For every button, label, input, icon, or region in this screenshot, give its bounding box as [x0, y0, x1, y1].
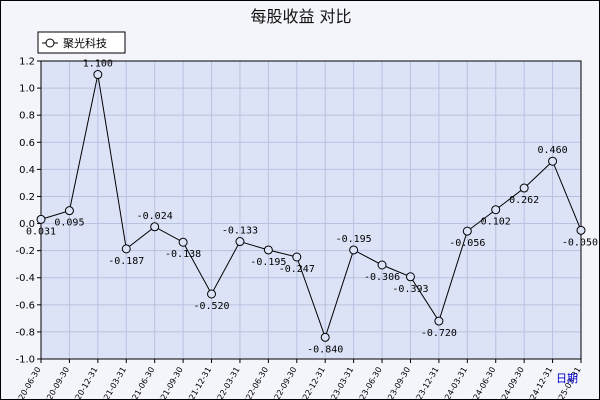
data-label: -0.247 — [279, 264, 315, 275]
y-tick-label: -1.0 — [15, 355, 35, 366]
y-tick-label: -0.4 — [15, 273, 35, 284]
x-tick-label: 2021-06-30 — [125, 366, 156, 400]
data-label: 1.100 — [83, 59, 113, 70]
y-tick-label: -0.2 — [15, 246, 35, 257]
data-point — [462, 226, 472, 236]
x-tick-label: 2020-12-31 — [69, 366, 100, 400]
data-label: -0.393 — [392, 284, 428, 295]
x-tick-label: 2020-09-30 — [40, 366, 71, 400]
x-tick-label: 2022-03-31 — [211, 366, 242, 400]
legend-marker-icon — [45, 38, 55, 48]
x-axis: 2020-06-302020-09-302020-12-312021-03-31… — [12, 359, 583, 399]
y-tick-label: 0.6 — [19, 138, 35, 149]
data-point — [178, 237, 188, 247]
data-point — [235, 237, 245, 247]
data-point — [150, 222, 160, 232]
x-tick-label: 2021-09-30 — [154, 366, 185, 400]
data-label: 0.095 — [54, 218, 84, 229]
x-tick-label: 2021-03-31 — [97, 366, 128, 400]
series-markers — [36, 70, 586, 342]
data-point — [320, 332, 330, 342]
data-point — [292, 252, 302, 262]
x-tick-label: 2023-12-31 — [410, 366, 441, 400]
data-point — [207, 289, 217, 299]
data-label: -0.138 — [165, 249, 201, 260]
data-label: -0.187 — [108, 256, 144, 267]
x-tick-label: 2022-06-30 — [239, 366, 270, 400]
y-tick-label: 1.0 — [19, 84, 35, 95]
data-point — [405, 272, 415, 282]
x-tick-label: 2023-06-30 — [353, 366, 384, 400]
data-label: -0.195 — [336, 234, 372, 245]
data-label: -0.520 — [193, 301, 229, 312]
y-tick-label: 0.2 — [19, 192, 35, 203]
data-point — [576, 225, 586, 235]
data-label: -0.050 — [562, 237, 598, 248]
data-label: 0.102 — [481, 217, 511, 228]
x-tick-label: 2024-09-30 — [495, 366, 526, 400]
y-tick-label: 0.4 — [19, 165, 35, 176]
data-point — [263, 245, 273, 255]
y-axis: 1.2 1.0 0.8 0.6 0.4 0.2 0.0 -0.2 -0.4 -0.6 -0.8 -1.… — [15, 57, 41, 366]
legend: 聚光科技 — [37, 31, 126, 54]
data-point — [377, 260, 387, 270]
y-tick-label: -0.6 — [15, 300, 35, 311]
data-point — [548, 156, 558, 166]
data-label: -0.133 — [222, 226, 258, 237]
data-label: -0.024 — [137, 211, 173, 222]
series-line — [40, 74, 582, 339]
plot-border — [40, 60, 582, 360]
x-axis-label: 日期 — [556, 372, 578, 385]
x-tick-label: 2022-09-30 — [267, 366, 298, 400]
data-point — [434, 316, 444, 326]
data-point — [64, 206, 74, 216]
chart-title: 每股收益 对比 — [250, 7, 351, 26]
data-label: -0.720 — [421, 328, 457, 339]
data-point — [349, 245, 359, 255]
data-point — [36, 214, 46, 224]
legend-entry-label: 聚光科技 — [63, 36, 107, 50]
x-tick-label: 2024-06-30 — [466, 365, 497, 399]
data-label: 0.031 — [26, 226, 56, 237]
grid-lines — [40, 60, 582, 360]
data-label: 0.262 — [509, 195, 539, 206]
data-point — [93, 70, 103, 80]
data-label: 0.460 — [538, 145, 568, 156]
data-point — [491, 205, 501, 215]
x-tick-label: 2024-03-31 — [438, 366, 469, 400]
data-label: -0.056 — [449, 238, 485, 249]
x-tick-label: 2023-03-31 — [324, 366, 355, 400]
x-tick-label: 2024-12-31 — [523, 366, 554, 400]
data-point — [519, 183, 529, 193]
data-label: -0.306 — [364, 272, 400, 283]
x-tick-label: 2023-09-30 — [381, 366, 412, 400]
y-tick-label: 0.8 — [19, 111, 35, 122]
y-tick-label: 1.2 — [19, 57, 35, 68]
data-label: -0.195 — [250, 257, 286, 268]
plot-area — [41, 61, 581, 359]
x-tick-label: 2021-12-31 — [182, 366, 213, 400]
y-tick-label: -0.8 — [15, 327, 35, 338]
y-tick-label: 0.0 — [19, 219, 35, 230]
legend-box — [37, 31, 126, 54]
data-label: -0.840 — [307, 344, 343, 355]
data-point — [121, 244, 131, 254]
x-tick-label: 2020-06-30 — [12, 366, 43, 400]
series-line-group — [40, 74, 582, 339]
x-tick-label: 2022-12-31 — [296, 366, 327, 400]
